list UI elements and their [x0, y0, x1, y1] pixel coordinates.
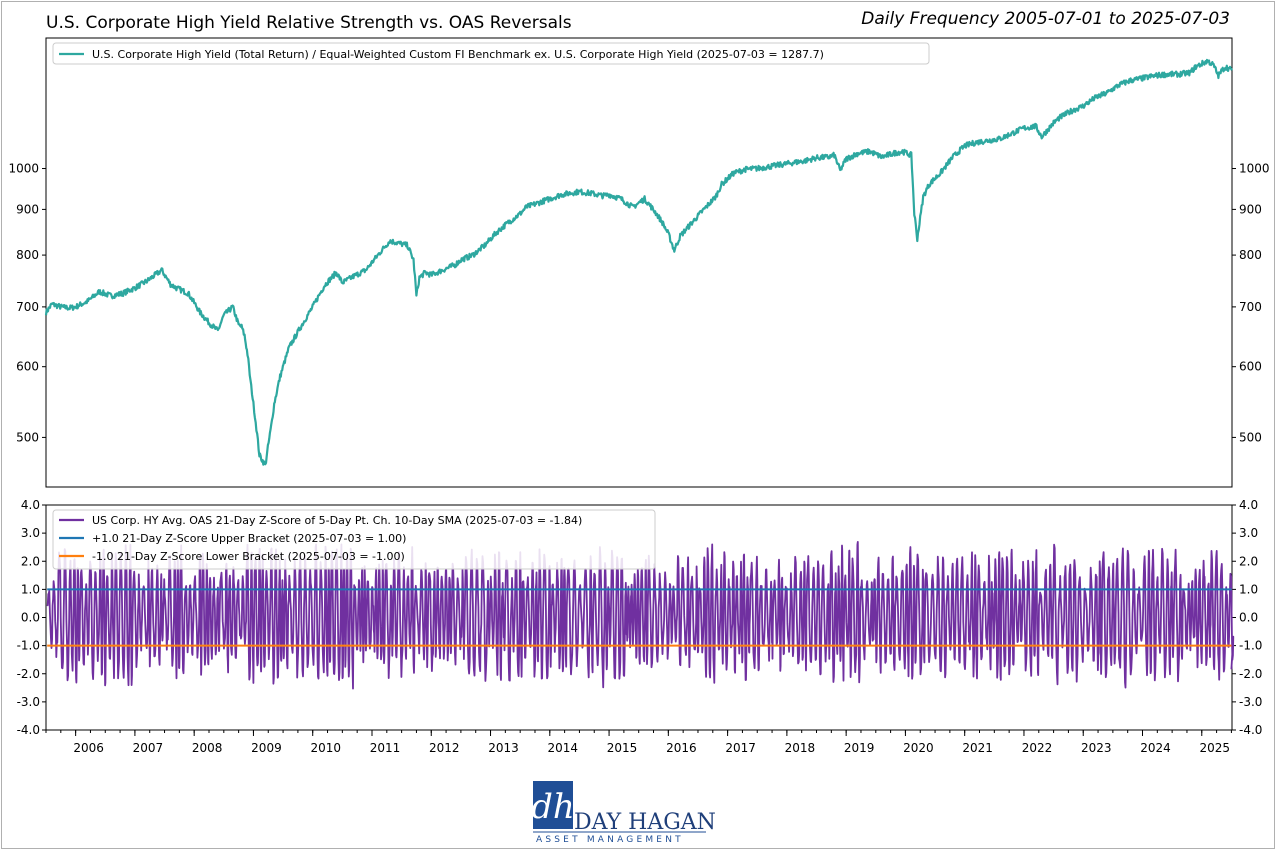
x-tick-label: 2011: [370, 741, 401, 755]
ratio-ytick-label-right: 900: [1239, 202, 1262, 216]
zscore-legend-label: US Corp. HY Avg. OAS 21-Day Z-Score of 5…: [92, 514, 582, 527]
x-tick-label: 2025: [1199, 741, 1230, 755]
x-tick-label: 2010: [310, 741, 341, 755]
zscore-ytick-label-right: -3.0: [1239, 695, 1262, 709]
x-tick-label: 2023: [1081, 741, 1112, 755]
x-tick-label: 2014: [548, 741, 579, 755]
zscore-ytick-label-left: 1.0: [21, 582, 40, 596]
zscore-ytick-label-left: -4.0: [17, 723, 40, 737]
ratio-axis-ticks: 500 500 600 600 700 700 800 800 900 900 1000 1000: [8, 162, 1269, 445]
x-tick-label: 2007: [133, 741, 164, 755]
zscore-ytick-label-right: 4.0: [1239, 498, 1258, 512]
logo-tagline: ASSET MANAGEMENT: [536, 835, 684, 845]
x-axis-ticks: 2006 2007 2008 2009 2010 2011 2012 2013 2014 2015…: [45, 730, 1232, 755]
zscore-ytick-label-right: 1.0: [1239, 582, 1258, 596]
x-tick-label: 2020: [903, 741, 934, 755]
x-tick-label: 2008: [192, 741, 223, 755]
ratio-legend: U.S. Corporate High Yield (Total Return)…: [52, 42, 930, 65]
lower-legend-label: -1.0 21-Day Z-Score Lower Bracket (2025-…: [92, 550, 405, 563]
x-tick-label: 2022: [1022, 741, 1053, 755]
ratio-legend-label: U.S. Corporate High Yield (Total Return)…: [92, 48, 824, 61]
zscore-series-line: [46, 541, 1235, 690]
zscore-ytick-label-right: 2.0: [1239, 554, 1258, 568]
zscore-ytick-label-left: 0.0: [21, 611, 40, 625]
chart-title: U.S. Corporate High Yield Relative Stren…: [46, 13, 572, 33]
zscore-ytick-label-left: 2.0: [21, 554, 40, 568]
logo-monogram: dh: [531, 787, 575, 827]
x-tick-label: 2017: [725, 741, 756, 755]
ratio-legend-box: [52, 42, 930, 65]
zscore-ytick-label-right: 3.0: [1239, 526, 1258, 540]
ratio-ytick-label-left: 500: [16, 430, 39, 444]
zscore-legend-box: [52, 509, 656, 570]
zscore-ytick-label-left: -3.0: [17, 695, 40, 709]
ratio-ytick-label-right: 800: [1239, 248, 1262, 262]
ratio-ytick-label-left: 800: [16, 248, 39, 262]
zscore-ytick-label-left: -1.0: [17, 639, 40, 653]
x-tick-label: 2009: [251, 741, 282, 755]
zscore-ytick-label-right: -2.0: [1239, 667, 1262, 681]
logo-name: DAY HAGAN: [574, 810, 716, 835]
logo-monogram-block: [533, 781, 573, 829]
day-hagan-logo: dh DAY HAGAN ASSET MANAGEMENT: [531, 781, 716, 845]
ratio-ytick-label-left: 600: [16, 360, 39, 374]
ratio-ytick-label-left: 1000: [8, 162, 39, 176]
zscore-ytick-label-left: 4.0: [21, 498, 40, 512]
x-tick-label: 2016: [666, 741, 697, 755]
x-tick-label: 2019: [844, 741, 875, 755]
ratio-panel: [45, 37, 1233, 488]
ratio-ytick-label-left: 900: [16, 202, 39, 216]
x-tick-label: 2012: [429, 741, 460, 755]
zscore-ytick-label-left: -2.0: [17, 667, 40, 681]
zscore-legend: US Corp. HY Avg. OAS 21-Day Z-Score of 5…: [52, 509, 656, 570]
x-tick-label: 2013: [488, 741, 519, 755]
zscore-ytick-label-right: 0.0: [1239, 611, 1258, 625]
x-tick-label: 2015: [607, 741, 638, 755]
ratio-ytick-label-right: 700: [1239, 300, 1262, 314]
x-tick-label: 2021: [962, 741, 993, 755]
x-tick-label: 2024: [1140, 741, 1171, 755]
zscore-ytick-label-left: 3.0: [21, 526, 40, 540]
ratio-ytick-label-right: 500: [1239, 430, 1262, 444]
zscore-axis-ticks: 4.0 4.0 3.0 3.0 2.0 2.0 1.0 1.0 0.0 0.0 -1.0 -1.0 -2…: [17, 498, 1263, 737]
x-tick-label: 2018: [785, 741, 816, 755]
x-tick-label: 2006: [73, 741, 104, 755]
zscore-ytick-label-right: -4.0: [1239, 723, 1262, 737]
upper-legend-label: +1.0 21-Day Z-Score Upper Bracket (2025-…: [92, 532, 406, 545]
zscore-ytick-label-right: -1.0: [1239, 639, 1262, 653]
ratio-ytick-label-left: 700: [16, 300, 39, 314]
ratio-ytick-label-right: 600: [1239, 360, 1262, 374]
ratio-ytick-label-right: 1000: [1239, 162, 1270, 176]
ratio-series-line: [44, 58, 1233, 466]
chart-subtitle: Daily Frequency 2005-07-01 to 2025-07-03: [861, 9, 1230, 29]
